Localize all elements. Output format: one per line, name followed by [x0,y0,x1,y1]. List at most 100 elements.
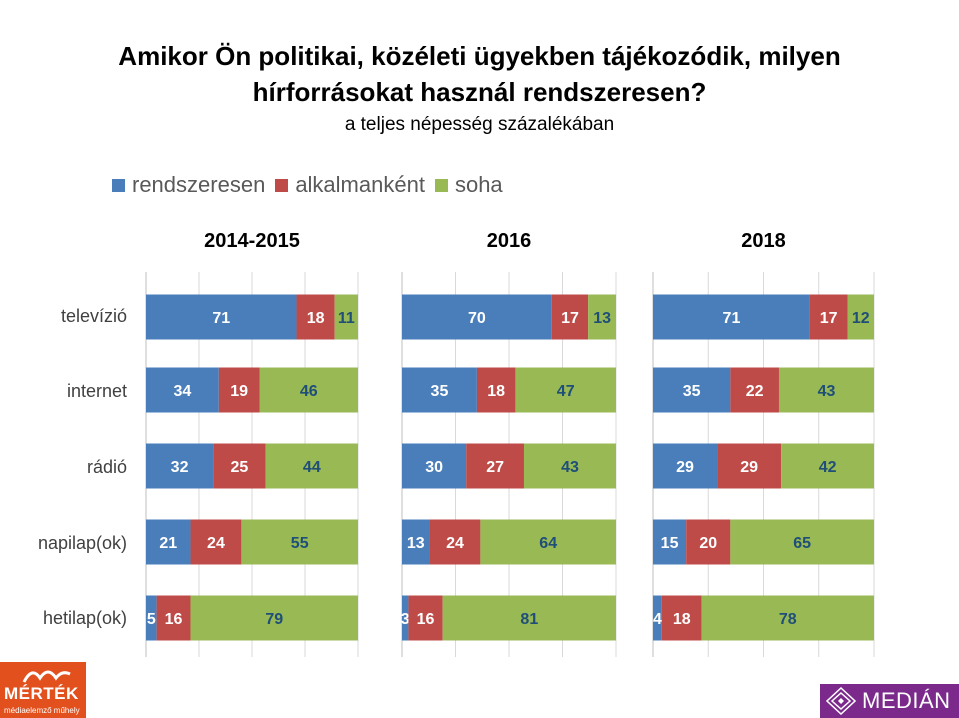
bar-2014-2015-internet-rendszeresen [146,367,219,413]
bar-2014-2015-televizio-rendszeresen-label: 71 [212,310,230,327]
bar-2018-radio-soha-label: 42 [819,459,837,476]
legend-label-alkalmankent: alkalmanként [295,172,425,197]
legend: rendszeresen alkalmanként soha [112,172,513,198]
bar-2014-2015-radio-soha [265,443,358,489]
bar-2016-radio-rendszeresen [402,443,467,489]
bar-2014-2015-televizio-rendszeresen [146,294,297,340]
bar-2014-2015-hetilap-ok-soha [190,595,358,641]
bar-2016-radio-rendszeresen-label: 30 [425,459,443,476]
legend-item-rendszeresen: rendszeresen [112,172,265,198]
bar-2018-televizio-rendszeresen-label: 71 [723,310,741,327]
bar-2016-televizio-alkalmankent [551,294,589,340]
bar-2016-hetilap-ok-alkalmankent-label: 16 [417,611,435,628]
median-logo: MEDIÁN [820,684,959,718]
bar-2016-napilap-ok-rendszeresen [402,519,430,565]
legend-swatch-alkalmankent [275,178,289,192]
bar-2014-2015-televizio-alkalmankent [296,294,335,340]
bar-2016-hetilap-ok-rendszeresen [402,595,409,641]
bar-2016-hetilap-ok-soha-label: 81 [520,611,538,628]
chart-subtitle: a teljes népesség százalékában [344,114,615,135]
bar-2016-hetilap-ok-soha [442,595,616,641]
category-label-hetilap: hetilap(ok) [42,608,127,628]
bar-2018-hetilap-ok-soha-label: 78 [779,611,797,628]
bar-2016-televizio-alkalmankent-label: 17 [561,310,579,327]
legend-label-rendszeresen: rendszeresen [132,172,266,197]
bar-2018-hetilap-ok-rendszeresen-label: 4 [653,611,662,628]
bar-2018-radio-alkalmankent-label: 29 [740,459,758,476]
bar-2018-hetilap-ok-alkalmankent [661,595,702,641]
bar-2018-radio-rendszeresen-label: 29 [676,459,694,476]
bar-2018-internet-alkalmankent [730,367,779,413]
mertek-logo-tagline: médiaelemző műhely [4,706,80,715]
bar-2016-napilap-ok-alkalmankent-label: 24 [446,535,464,552]
bar-2016-hetilap-ok-rendszeresen-label: 3 [401,611,410,628]
bar-2018-napilap-ok-soha-label: 65 [793,535,811,552]
bar-2016-internet-alkalmankent-label: 18 [487,383,505,400]
bar-2014-2015-televizio-soha-label: 11 [338,310,355,327]
bar-2014-2015-napilap-ok-rendszeresen-label: 21 [159,535,177,552]
bar-2018-televizio-rendszeresen [653,294,810,340]
bar-2014-2015-hetilap-ok-alkalmankent [156,595,191,641]
bar-2016-televizio-rendszeresen [402,294,552,340]
bar-2016-napilap-ok-soha [480,519,616,565]
bar-2014-2015-internet-soha [259,367,358,413]
bar-2016-radio-soha [523,443,616,489]
category-label-internet: internet [66,381,127,401]
bar-2018-televizio-soha [847,294,874,340]
bar-2014-2015-radio-soha-label: 44 [303,459,321,476]
legend-item-alkalmankent: alkalmanként [275,172,425,198]
panel-title-2018: 2018 [741,230,786,252]
chart-title: Amikor Ön politikai, közéleti ügyekben t… [0,38,959,110]
bar-2016-internet-rendszeresen-label: 35 [431,383,449,400]
category-label-radio: rádió [86,457,127,477]
bar-2016-televizio-rendszeresen-label: 70 [468,310,486,327]
bar-2018-internet-rendszeresen [653,367,731,413]
legend-item-soha: soha [434,172,503,198]
mertek-logo: MÉRTÉK médiaelemző műhely [0,662,86,718]
bar-2016-napilap-ok-soha-label: 64 [539,535,557,552]
bar-2016-televizio-soha-label: 13 [593,310,611,327]
bar-2018-radio-soha [781,443,874,489]
median-diamond-icon [826,687,856,715]
bar-2014-2015-hetilap-ok-rendszeresen [146,595,157,641]
bar-2018-napilap-ok-soha [730,519,874,565]
bar-2014-2015-radio-alkalmankent [213,443,266,489]
legend-swatch-rendszeresen [112,178,125,192]
bar-2016-napilap-ok-rendszeresen-label: 13 [407,535,425,552]
bar-2014-2015-napilap-ok-rendszeresen [146,519,191,565]
category-label-televizio: televízió [60,306,127,326]
legend-label-soha: soha [454,172,503,197]
bar-2018-internet-rendszeresen-label: 35 [683,383,701,400]
panel-title-2016: 2016 [486,230,532,252]
bar-2016-internet-rendszeresen [402,367,477,413]
chart-title-line2: hírforrásokat használ rendszeresen? [252,77,707,107]
bar-2018-hetilap-ok-soha [701,595,874,641]
bar-2018-radio-rendszeresen [653,443,718,489]
chart-title-line1: Amikor Ön politikai, közéleti ügyekben t… [118,41,841,71]
mertek-logo-name: MÉRTÉK [4,684,79,703]
bar-2018-napilap-ok-rendszeresen [653,519,687,565]
mertek-logo-icon [22,670,71,683]
bar-2018-hetilap-ok-alkalmankent-label: 18 [673,611,691,628]
bar-2018-napilap-ok-alkalmankent-label: 20 [699,535,717,552]
bar-2018-hetilap-ok-rendszeresen [653,595,662,641]
bar-2014-2015-internet-soha-label: 46 [300,383,318,400]
bar-2014-2015-radio-rendszeresen-label: 32 [171,459,189,476]
bar-2016-televizio-soha [588,294,616,340]
bar-2014-2015-radio-rendszeresen [146,443,214,489]
bar-2014-2015-napilap-ok-soha-label: 55 [291,535,309,552]
bar-2016-internet-soha [515,367,616,413]
bar-2018-televizio-alkalmankent-label: 17 [820,310,838,327]
category-label-napilap: napilap(ok) [37,533,127,553]
bar-2014-2015-hetilap-ok-soha-label: 79 [265,611,283,628]
bar-2014-2015-napilap-ok-alkalmankent-label: 24 [207,535,225,552]
bar-2014-2015-hetilap-ok-rendszeresen-label: 5 [147,611,156,628]
bar-2014-2015-napilap-ok-alkalmankent [190,519,242,565]
bar-2014-2015-internet-rendszeresen-label: 34 [174,383,192,400]
bar-2014-2015-internet-alkalmankent-label: 19 [230,383,248,400]
bar-2016-napilap-ok-alkalmankent [429,519,481,565]
median-logo-name: MEDIÁN [862,688,951,713]
bar-2016-radio-alkalmankent-label: 27 [486,459,504,476]
bar-2016-internet-alkalmankent [476,367,516,413]
